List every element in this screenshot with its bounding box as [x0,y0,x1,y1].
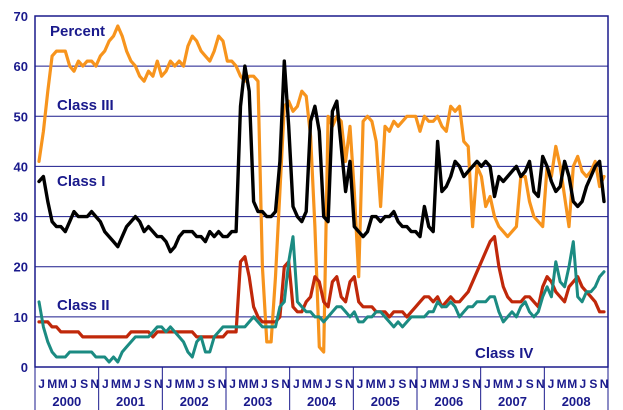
month-tick-label: J [197,377,204,391]
month-tick-label: M [47,377,57,391]
month-tick-label: M [429,377,439,391]
month-tick-label: J [357,377,364,391]
year-tick-label: 2000 [52,394,81,409]
month-tick-label: M [504,377,514,391]
plot-border [34,15,609,368]
month-tick-label: M [249,377,259,391]
month-tick-label: N [536,377,545,391]
month-tick-label: N [472,377,481,391]
y-tick-label: 70 [14,9,28,24]
year-tick-label: 2005 [371,394,400,409]
month-tick-label: N [409,377,418,391]
month-tick-label: S [335,377,343,391]
y-tick-label: 0 [21,360,28,375]
y-axis-label: Percent [50,23,105,40]
y-tick-label: 30 [14,210,28,225]
month-tick-label: M [238,377,248,391]
month-tick-label: M [175,377,185,391]
month-tick-label: J [293,377,300,391]
y-axis: 0 10 20 30 40 50 60 70 [14,9,28,375]
month-tick-label: M [58,377,68,391]
month-tick-label: N [345,377,354,391]
month-tick-label: S [398,377,406,391]
month-tick-label: S [144,377,152,391]
year-tick-label: 2003 [243,394,272,409]
month-tick-label: M [440,377,450,391]
series-layer [37,24,606,364]
month-tick-label: N [90,377,99,391]
series-line-class-i [37,59,606,254]
month-tick-label: J [229,377,236,391]
month-tick-label: M [366,377,376,391]
month-tick-label: J [484,377,491,391]
month-tick-label: S [80,377,88,391]
series-labels: Percent Class III Class I Class II Class… [50,23,533,362]
y-tick-label: 10 [14,310,28,325]
class4-label: Class IV [475,345,533,362]
month-tick-label: M [557,377,567,391]
month-tick-label: N [154,377,163,391]
month-tick-label: J [388,377,395,391]
series-line-class-iii [37,24,606,354]
month-tick-label: S [589,377,597,391]
month-tick-label: N [218,377,227,391]
month-tick-label: M [122,377,132,391]
year-tick-label: 2007 [498,394,527,409]
series-line-class-iv [37,235,606,364]
month-tick-label: M [376,377,386,391]
month-tick-label: S [526,377,534,391]
month-tick-label: M [313,377,323,391]
month-tick-label: J [70,377,77,391]
y-tick-label: 20 [14,260,28,275]
month-tick-label: M [185,377,195,391]
month-tick-label: N [600,377,609,391]
month-tick-label: M [493,377,503,391]
month-tick-label: J [166,377,173,391]
plot-frame [34,15,609,368]
y-tick-label: 50 [14,109,28,124]
month-tick-label: J [516,377,523,391]
month-tick-label: J [548,377,555,391]
year-tick-label: 2008 [562,394,591,409]
year-tick-label: 2002 [180,394,209,409]
month-tick-label: J [38,377,45,391]
month-tick-label: J [579,377,586,391]
class1-label: Class I [57,173,105,190]
month-tick-label: J [134,377,141,391]
series-line-class-ii [37,235,606,339]
y-tick-label: 40 [14,159,28,174]
month-tick-label: M [567,377,577,391]
month-tick-label: J [325,377,332,391]
month-tick-label: M [302,377,312,391]
class2-label: Class II [57,297,110,314]
year-tick-label: 2006 [434,394,463,409]
month-tick-label: S [271,377,279,391]
month-tick-label: J [261,377,268,391]
month-tick-label: J [420,377,427,391]
year-tick-label: 2004 [307,394,337,409]
y-tick-label: 60 [14,59,28,74]
class3-label: Class III [57,97,114,114]
month-tick-label: S [207,377,215,391]
month-tick-label: S [462,377,470,391]
year-tick-label: 2001 [116,394,145,409]
month-tick-label: J [102,377,109,391]
month-tick-label: J [452,377,459,391]
month-tick-label: N [281,377,290,391]
month-tick-label: M [111,377,121,391]
